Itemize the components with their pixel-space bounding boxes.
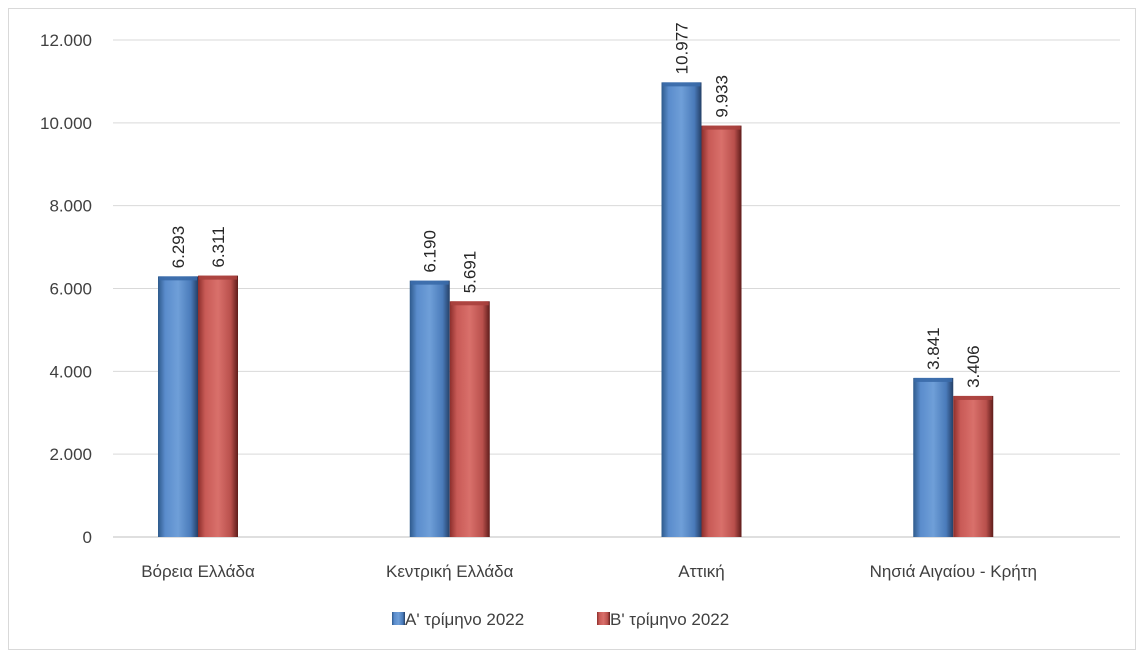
bar — [409, 280, 450, 537]
legend-label: Β' τρίμηνο 2022 — [610, 610, 729, 629]
bar-bevel — [662, 82, 701, 87]
bar — [158, 276, 198, 537]
data-label: 5.691 — [461, 251, 480, 294]
y-tick-label: 8.000 — [49, 197, 92, 216]
bar-bevel — [702, 125, 741, 130]
x-category-label: Νησιά Αιγαίου - Κρήτη — [870, 562, 1037, 581]
x-axis-categories: Βόρεια Ελλάδα Κεντρική Ελλάδα Αττική Νησιά … — [141, 562, 1037, 581]
y-tick-label: 6.000 — [49, 280, 92, 299]
bar-bevel — [954, 395, 993, 400]
bars — [158, 82, 994, 538]
legend-label: Α' τρίμηνο 2022 — [405, 610, 524, 629]
y-tick-label: 4.000 — [49, 362, 92, 381]
y-tick-label: 2.000 — [49, 445, 92, 464]
bar-bevel — [914, 377, 953, 382]
y-tick-label: 0 — [83, 528, 92, 547]
legend-swatch — [597, 612, 610, 625]
data-label: 3.406 — [964, 345, 983, 388]
data-labels: 6.293 6.311 6.190 5.691 10.977 9.933 3.841 3.40… — [169, 22, 983, 388]
bar-bevel — [159, 276, 197, 281]
bar — [953, 395, 994, 537]
chart-frame — [8, 8, 1136, 650]
legend-swatch — [392, 612, 405, 625]
bar — [701, 125, 742, 538]
data-label: 10.977 — [673, 22, 692, 74]
y-axis-ticks: 0 2.000 4.000 6.000 8.000 10.000 12.000 — [40, 31, 92, 547]
bar-bevel — [199, 275, 237, 280]
x-category-label: Βόρεια Ελλάδα — [141, 562, 255, 581]
data-label: 6.190 — [421, 230, 440, 273]
bar — [661, 82, 702, 537]
bar — [449, 301, 490, 537]
bar-bevel — [410, 280, 449, 285]
y-tick-label: 10.000 — [40, 114, 92, 133]
bar — [198, 275, 238, 537]
bar-bevel — [450, 301, 489, 306]
bar — [913, 377, 954, 537]
data-label: 9.933 — [713, 75, 732, 118]
data-label: 6.311 — [209, 226, 228, 267]
data-label: 3.841 — [924, 327, 943, 370]
x-category-label: Αττική — [678, 562, 725, 581]
legend: Α' τρίμηνο 2022 Β' τρίμηνο 2022 — [392, 610, 729, 629]
x-category-label: Κεντρική Ελλάδα — [386, 562, 514, 581]
data-label: 6.293 — [169, 226, 188, 269]
y-tick-label: 12.000 — [40, 31, 92, 50]
